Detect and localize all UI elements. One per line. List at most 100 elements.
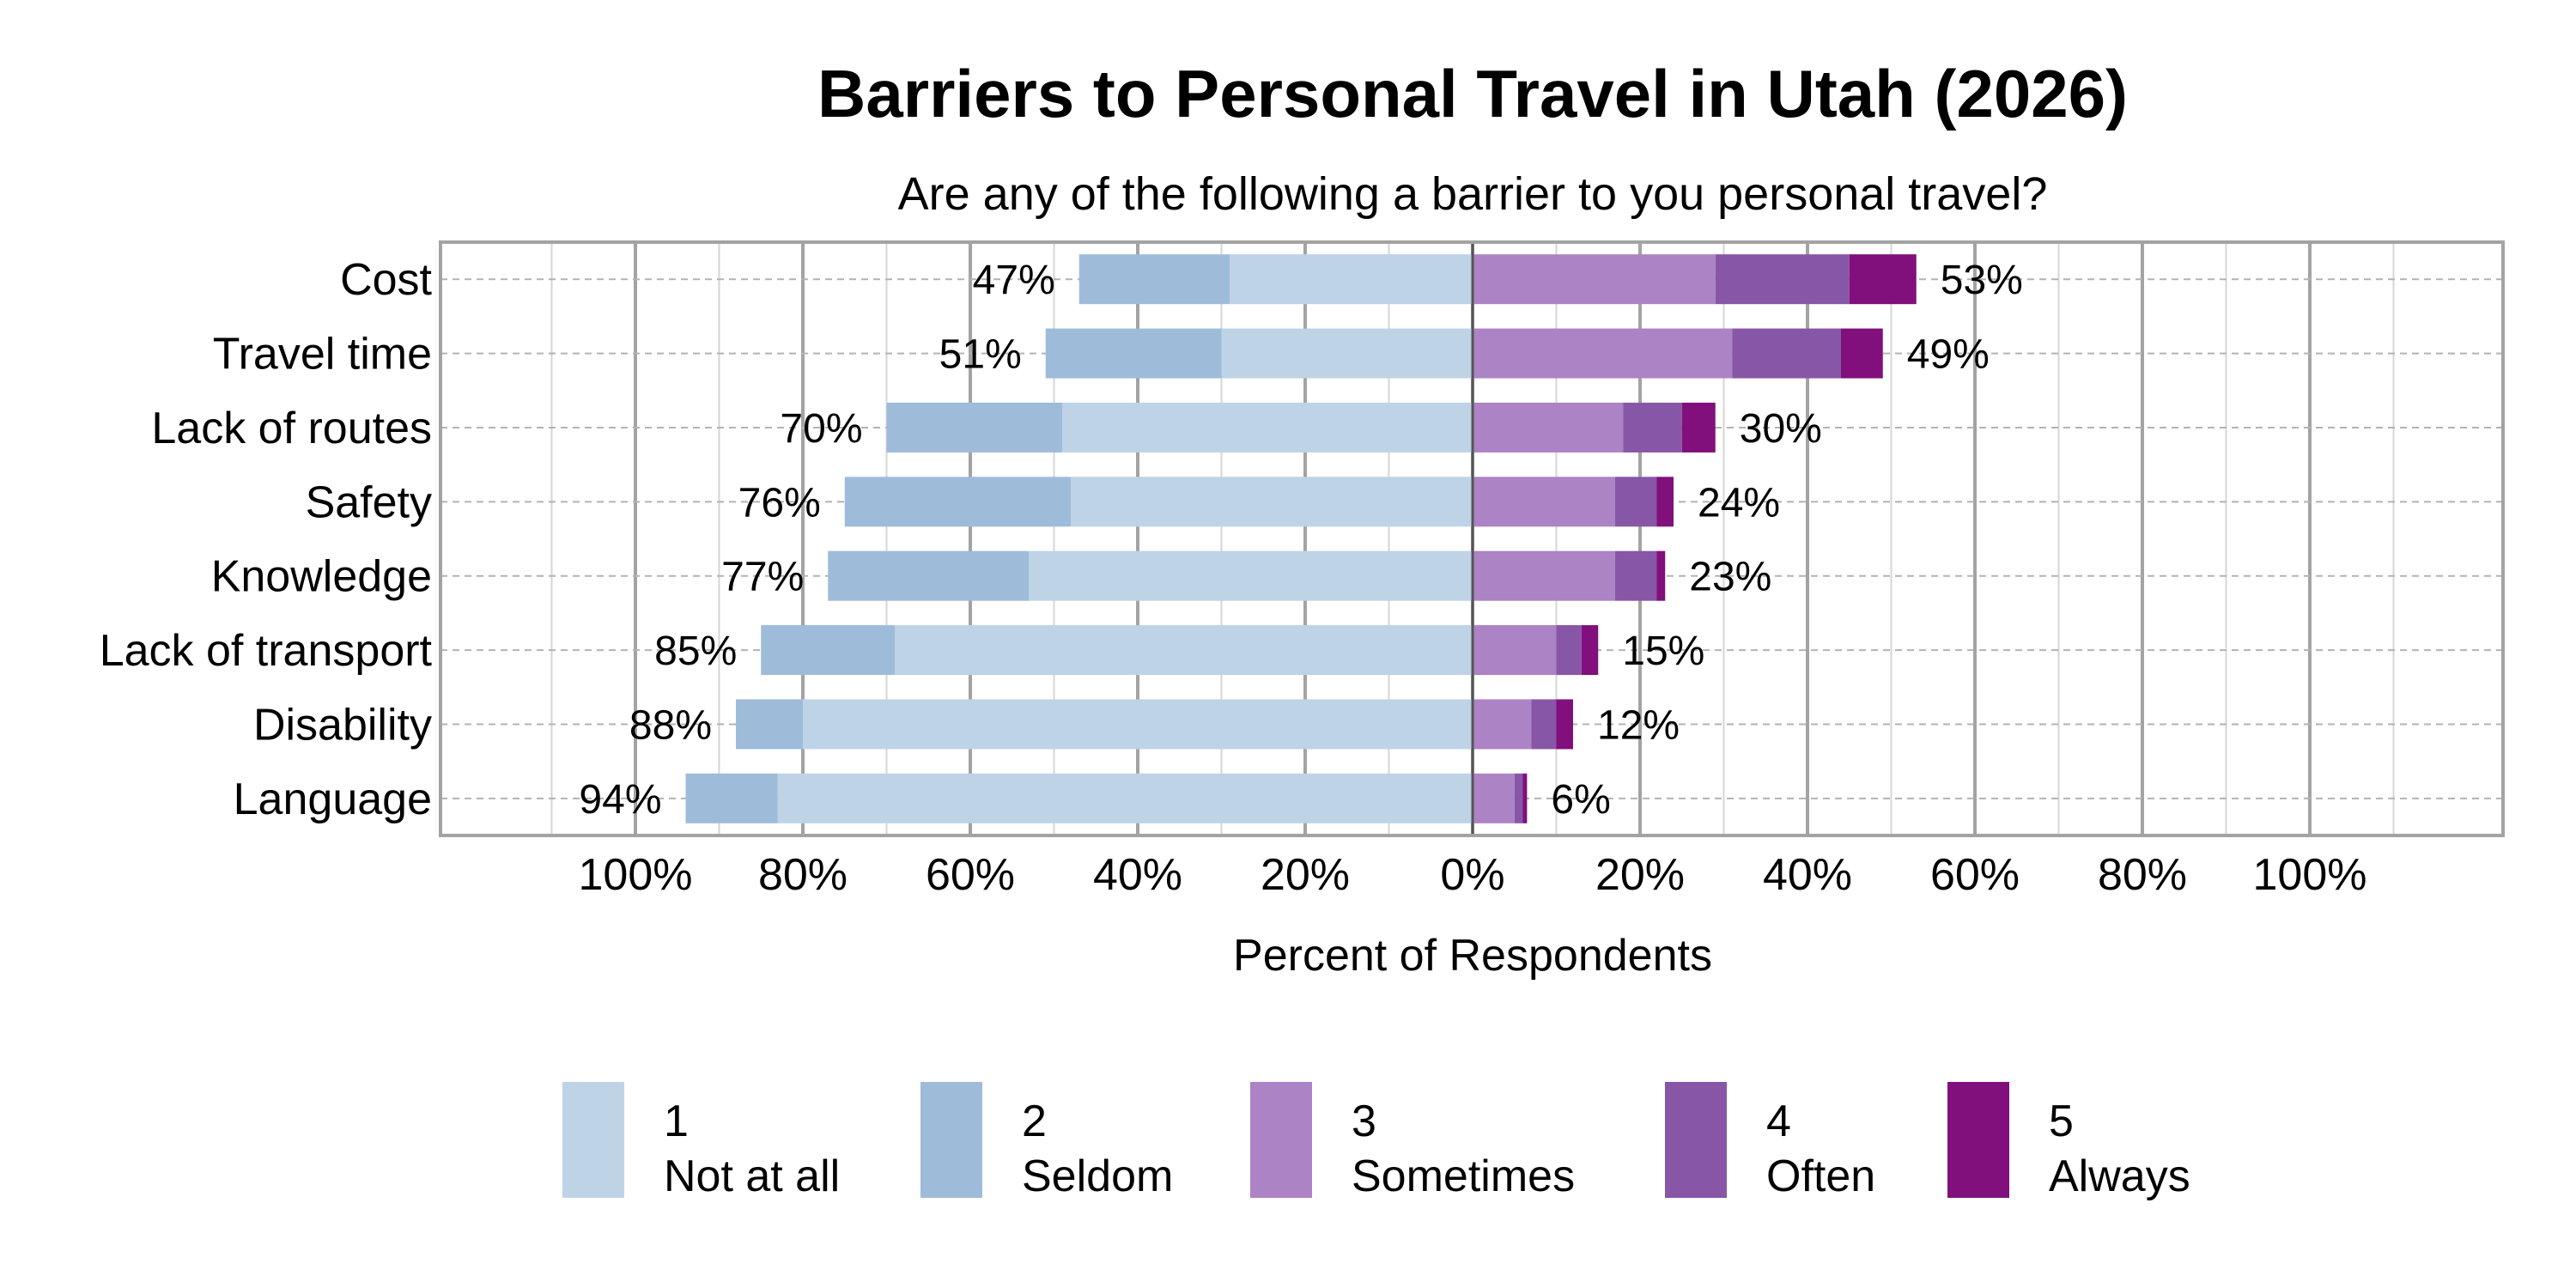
bar-travel-time-sometimes	[1473, 328, 1733, 379]
left-total-label: 77%	[721, 555, 804, 600]
x-tick-label: 20%	[1595, 850, 1685, 900]
legend-swatch	[1665, 1082, 1727, 1198]
right-total-label: 49%	[1907, 332, 1990, 378]
category-label: Cost	[340, 255, 432, 305]
bar-lack-of-transport-seldom	[761, 625, 896, 676]
bar-knowledge-not-at-all	[1029, 550, 1473, 601]
bar-lack-of-transport-often	[1556, 625, 1582, 676]
right-total-label: 24%	[1698, 480, 1780, 526]
bar-lack-of-routes-seldom	[886, 402, 1063, 453]
left-total-label: 70%	[780, 406, 862, 452]
left-total-label: 85%	[654, 629, 737, 674]
right-total-label: 6%	[1551, 777, 1610, 823]
category-label: Lack of routes	[151, 404, 432, 453]
legend-label: 2	[1022, 1097, 1047, 1146]
bar-lack-of-routes-not-at-all	[1062, 402, 1473, 453]
left-total-label: 47%	[973, 258, 1055, 303]
bar-disability-not-at-all	[803, 699, 1473, 750]
bar-lack-of-transport-sometimes	[1473, 625, 1557, 676]
right-total-label: 30%	[1740, 406, 1822, 452]
left-total-label: 76%	[738, 480, 821, 526]
legend-sublabel: Not at all	[664, 1151, 840, 1201]
bar-cost-seldom	[1078, 254, 1230, 305]
legend-sublabel: Often	[1766, 1151, 1875, 1201]
bar-lack-of-routes-often	[1623, 402, 1682, 453]
bar-cost-often	[1715, 254, 1850, 305]
x-tick-label: 60%	[926, 850, 1015, 900]
x-tick-label: 0%	[1440, 850, 1504, 900]
x-tick-label: 100%	[579, 850, 693, 900]
chart-subtitle: Are any of the following a barrier to yo…	[898, 168, 2048, 220]
legend-swatch	[1947, 1082, 2009, 1198]
bar-safety-seldom	[844, 477, 1071, 527]
right-total-label: 12%	[1597, 702, 1680, 748]
legend-item-always: 5 Always	[1947, 1082, 2190, 1201]
bar-safety-always	[1656, 477, 1674, 527]
category-label: Safety	[306, 477, 432, 527]
plot-area: Cost 47% 53% Travel time 51% 49% Lack of route…	[100, 240, 2505, 900]
bar-travel-time-seldom	[1045, 328, 1222, 379]
bar-lack-of-transport-not-at-all	[895, 625, 1473, 676]
category-label: Travel time	[213, 330, 432, 380]
right-total-label: 23%	[1689, 555, 1771, 600]
bar-language-often	[1514, 773, 1523, 823]
bar-cost-sometimes	[1473, 254, 1716, 305]
legend-swatch	[562, 1082, 624, 1198]
x-tick-label: 80%	[2098, 850, 2187, 900]
bar-language-not-at-all	[777, 773, 1473, 823]
bar-knowledge-often	[1614, 550, 1657, 601]
bar-safety-not-at-all	[1071, 477, 1473, 527]
legend-item-sometimes: 3 Sometimes	[1250, 1082, 1575, 1201]
x-tick-label: 40%	[1763, 850, 1852, 900]
left-total-label: 51%	[939, 332, 1022, 378]
legend-sublabel: Sometimes	[1352, 1151, 1575, 1201]
bar-knowledge-seldom	[828, 550, 1030, 601]
x-tick-label: 40%	[1093, 850, 1182, 900]
bar-language-sometimes	[1473, 773, 1515, 823]
plot-border	[439, 240, 2505, 837]
bar-cost-always	[1849, 254, 1917, 305]
x-tick-label: 20%	[1261, 850, 1350, 900]
legend-swatch	[1250, 1082, 1312, 1198]
legend: 1 Not at all 2 Seldom 3 Sometimes 4 Often 5 Alway…	[562, 1082, 2190, 1201]
category-label: Disability	[253, 700, 432, 750]
legend-swatch	[920, 1082, 982, 1198]
right-total-label: 15%	[1622, 629, 1704, 674]
bar-lack-of-transport-always	[1581, 625, 1599, 676]
bar-disability-often	[1531, 699, 1557, 750]
legend-label: 3	[1352, 1097, 1376, 1146]
bar-lack-of-routes-sometimes	[1473, 402, 1624, 453]
bar-travel-time-often	[1732, 328, 1841, 379]
category-label: Language	[234, 775, 432, 824]
legend-item-often: 4 Often	[1665, 1082, 1875, 1201]
legend-item-seldom: 2 Seldom	[920, 1082, 1173, 1201]
legend-sublabel: Always	[2049, 1151, 2190, 1201]
x-tick-label: 60%	[1930, 850, 2020, 900]
x-axis-label: Percent of Respondents	[1233, 931, 1712, 981]
chart-title: Barriers to Personal Travel in Utah (202…	[817, 56, 2128, 131]
legend-label: 5	[2049, 1097, 2074, 1146]
bar-disability-sometimes	[1473, 699, 1532, 750]
bar-cost-not-at-all	[1230, 254, 1473, 305]
bar-travel-time-always	[1841, 328, 1883, 379]
bar-lack-of-routes-always	[1681, 402, 1716, 453]
x-tick-label: 80%	[758, 850, 848, 900]
bar-knowledge-sometimes	[1473, 550, 1615, 601]
left-total-label: 94%	[579, 777, 661, 823]
bar-language-seldom	[685, 773, 778, 823]
bar-travel-time-not-at-all	[1221, 328, 1473, 379]
bar-safety-often	[1614, 477, 1657, 527]
legend-item-not-at-all: 1 Not at all	[562, 1082, 840, 1201]
category-label: Knowledge	[211, 552, 432, 602]
bar-safety-sometimes	[1473, 477, 1615, 527]
bar-language-always	[1522, 773, 1528, 823]
left-total-label: 88%	[629, 702, 712, 748]
legend-label: 1	[664, 1097, 689, 1146]
right-total-label: 53%	[1941, 258, 2023, 303]
bar-knowledge-always	[1656, 550, 1666, 601]
bar-disability-always	[1556, 699, 1573, 750]
legend-sublabel: Seldom	[1022, 1151, 1173, 1201]
x-tick-label: 100%	[2253, 850, 2367, 900]
bar-disability-seldom	[736, 699, 803, 750]
